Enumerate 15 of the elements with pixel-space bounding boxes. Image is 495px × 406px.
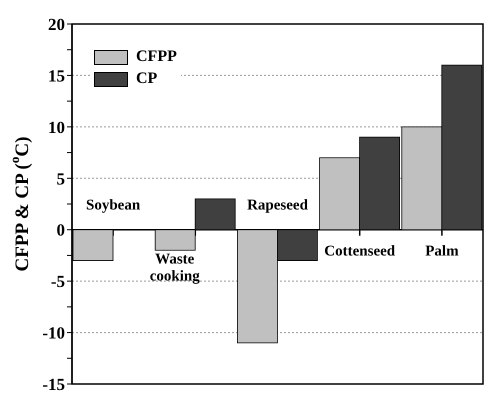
y-tick-label: 10 <box>48 118 65 137</box>
legend-label: CFPP <box>136 48 177 66</box>
y-tick-label: -15 <box>42 375 65 394</box>
y-tick-label: 20 <box>48 15 65 34</box>
x-tick-label: Soybean <box>86 198 141 214</box>
y-tick-label: 5 <box>56 169 65 188</box>
x-tick-label: Palm <box>425 244 460 260</box>
y-tick-label: -10 <box>42 324 65 343</box>
y-tick-label: 0 <box>56 220 65 240</box>
x-tick-label: Rapeseed <box>247 198 309 214</box>
y-tick-label: 15 <box>48 66 65 86</box>
legend-label: CP <box>136 70 158 88</box>
y-tick-label: -5 <box>50 272 65 292</box>
x-tick-label: Cottenseed <box>324 244 396 260</box>
x-tick-label: Waste cooking <box>150 252 200 285</box>
